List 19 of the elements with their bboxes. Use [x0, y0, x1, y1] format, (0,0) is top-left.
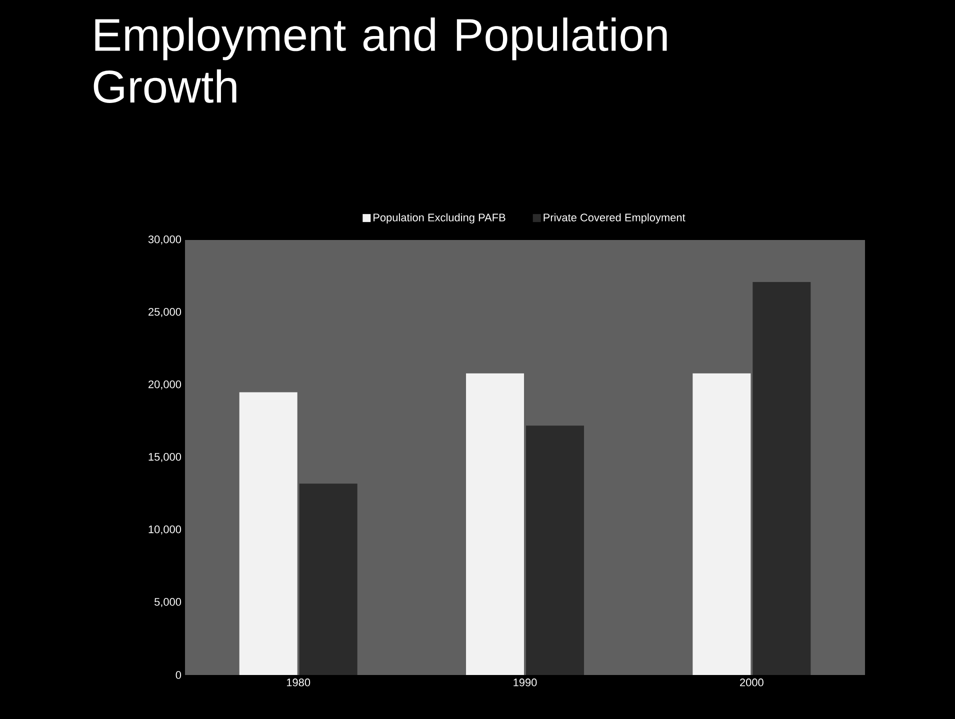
x-tick-label: 1990 [514, 678, 537, 686]
bar [526, 426, 584, 675]
y-tick-label: 20,000 [148, 380, 182, 390]
chart-title: Employment and Population Growth [94, 18, 667, 103]
legend-label: Private Covered Employment [544, 213, 686, 224]
bar [239, 392, 298, 675]
legend-label: Population Excluding PAFB [374, 213, 506, 224]
bar [752, 282, 811, 675]
y-tick-label: 0 [176, 671, 182, 679]
y-tick-label: 15,000 [148, 452, 182, 462]
y-tick-label: 10,000 [148, 525, 182, 535]
x-tick-label: 2000 [740, 678, 764, 686]
bar [692, 373, 751, 675]
y-tick-label: 5,000 [154, 598, 182, 608]
bar [466, 373, 524, 675]
x-tick-label: 1980 [286, 678, 310, 686]
y-tick-label: 25,000 [148, 308, 182, 318]
bar [299, 484, 358, 675]
y-tick-label: 30,000 [148, 235, 182, 245]
